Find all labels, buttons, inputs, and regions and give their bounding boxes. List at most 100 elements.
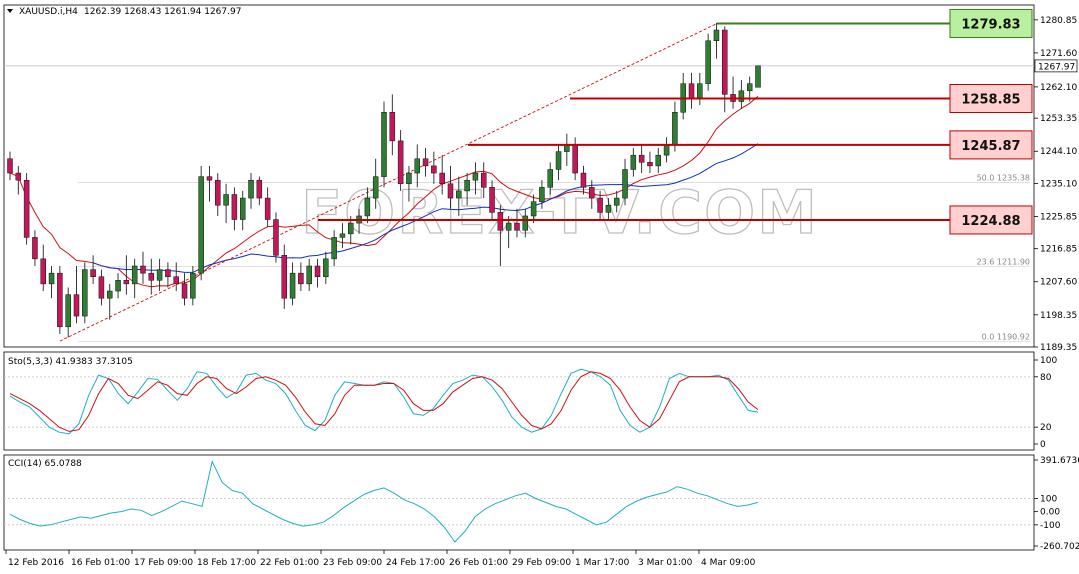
candle xyxy=(148,258,155,295)
candle xyxy=(514,208,520,238)
price-tick-label: 1235.10 xyxy=(1040,179,1077,189)
candle xyxy=(372,158,379,209)
candle-body xyxy=(140,265,146,274)
candle-body xyxy=(231,194,238,220)
level-label-resistance: 1279.83 xyxy=(961,17,1020,32)
candle xyxy=(98,269,105,306)
candle xyxy=(655,148,662,174)
candle-body xyxy=(156,269,163,281)
price-tick-label: 1244.10 xyxy=(1040,147,1077,157)
candle-body xyxy=(422,158,429,167)
candle xyxy=(273,212,279,263)
price-tick-label: 1271.60 xyxy=(1040,49,1077,59)
candle xyxy=(530,194,537,224)
candle-body xyxy=(713,29,720,42)
price-tick-label: 1253.35 xyxy=(1040,114,1077,124)
candle xyxy=(597,190,603,220)
candle xyxy=(165,262,171,288)
candle-body xyxy=(414,158,420,174)
fibonacci-label: 23.6 1211.90 xyxy=(977,257,1030,266)
candle xyxy=(181,273,188,306)
time-tick-label: 16 Feb 01:00 xyxy=(71,558,130,568)
candle xyxy=(381,101,387,188)
candle-body xyxy=(165,269,171,277)
candle xyxy=(198,165,204,281)
candle xyxy=(431,151,437,184)
level-box-support-1 xyxy=(949,84,1033,114)
price-panel: 50.0 1235.38 23.6 1211.90 0.0 1190.92 1279.… xyxy=(7,8,1033,342)
time-tick-label: 12 Feb 2016 xyxy=(8,558,64,568)
candle-body xyxy=(32,237,38,260)
candle-body xyxy=(90,269,96,277)
candle xyxy=(115,273,121,299)
stochastic-tick-label: 0 xyxy=(1040,440,1046,450)
candle-body xyxy=(514,222,520,231)
cci-tick-label: 391.6736 xyxy=(1040,456,1079,466)
candle xyxy=(48,266,55,299)
candle xyxy=(32,230,38,267)
price-tick-label: 1216.85 xyxy=(1040,245,1077,255)
level-label-support-3: 1224.88 xyxy=(961,214,1020,229)
stochastic-tick-label: 80 xyxy=(1040,373,1052,383)
candle-body xyxy=(65,294,71,328)
candle xyxy=(256,176,263,206)
candle xyxy=(223,183,229,224)
candle xyxy=(248,173,254,209)
candle xyxy=(123,255,130,295)
candle-body xyxy=(206,176,213,181)
candle-body xyxy=(480,172,487,188)
candle-body xyxy=(522,215,529,231)
candle-body xyxy=(547,169,553,188)
candle xyxy=(439,155,445,195)
candle xyxy=(638,144,645,174)
candle-body xyxy=(456,190,462,199)
candle-body xyxy=(256,179,263,199)
candle xyxy=(622,158,628,206)
price-gridlines xyxy=(4,65,1034,342)
cci-tick-label: -260.7024 xyxy=(1040,542,1079,552)
candle-body xyxy=(48,272,55,285)
candle-body xyxy=(248,179,254,199)
candle-body xyxy=(273,219,279,256)
time-tick-label: 17 Feb 09:00 xyxy=(134,558,193,568)
candle xyxy=(755,65,761,88)
candle-body xyxy=(439,172,445,185)
level-box-resistance xyxy=(949,8,1033,38)
trend-line xyxy=(59,23,718,342)
price-tick-label: 1207.60 xyxy=(1040,278,1077,288)
candle xyxy=(190,266,196,306)
candle xyxy=(131,258,138,299)
candle-body xyxy=(264,197,271,220)
candle-body xyxy=(348,222,354,235)
candle xyxy=(589,180,595,209)
candle-body xyxy=(580,172,587,188)
candle xyxy=(555,144,562,181)
candle xyxy=(464,173,470,206)
candle-body xyxy=(397,140,404,185)
candle-body xyxy=(40,258,46,285)
stochastic-signal-line xyxy=(9,371,759,432)
candle xyxy=(389,94,396,156)
candle xyxy=(480,162,487,199)
stochastic-tick-label: 100 xyxy=(1040,356,1057,366)
candle-body xyxy=(372,176,379,199)
candle xyxy=(298,262,304,292)
candle xyxy=(90,255,96,284)
candle xyxy=(140,251,146,284)
candle xyxy=(472,162,479,195)
candle xyxy=(40,244,46,292)
cci-title: CCI(14) 65.0788 xyxy=(8,459,82,469)
panel-frame-2 xyxy=(3,351,1035,451)
candle xyxy=(239,190,246,231)
candle-body xyxy=(389,112,396,142)
level-box-support-3 xyxy=(949,205,1033,235)
candle-body xyxy=(505,222,512,231)
price-tick-label: 1262.10 xyxy=(1040,83,1077,93)
candle xyxy=(738,80,745,109)
candle xyxy=(23,173,30,245)
stochastic-main-line xyxy=(9,368,759,435)
candle xyxy=(414,144,420,188)
candle-body xyxy=(281,255,288,299)
candle-body xyxy=(106,290,113,299)
candle-body xyxy=(173,276,179,285)
